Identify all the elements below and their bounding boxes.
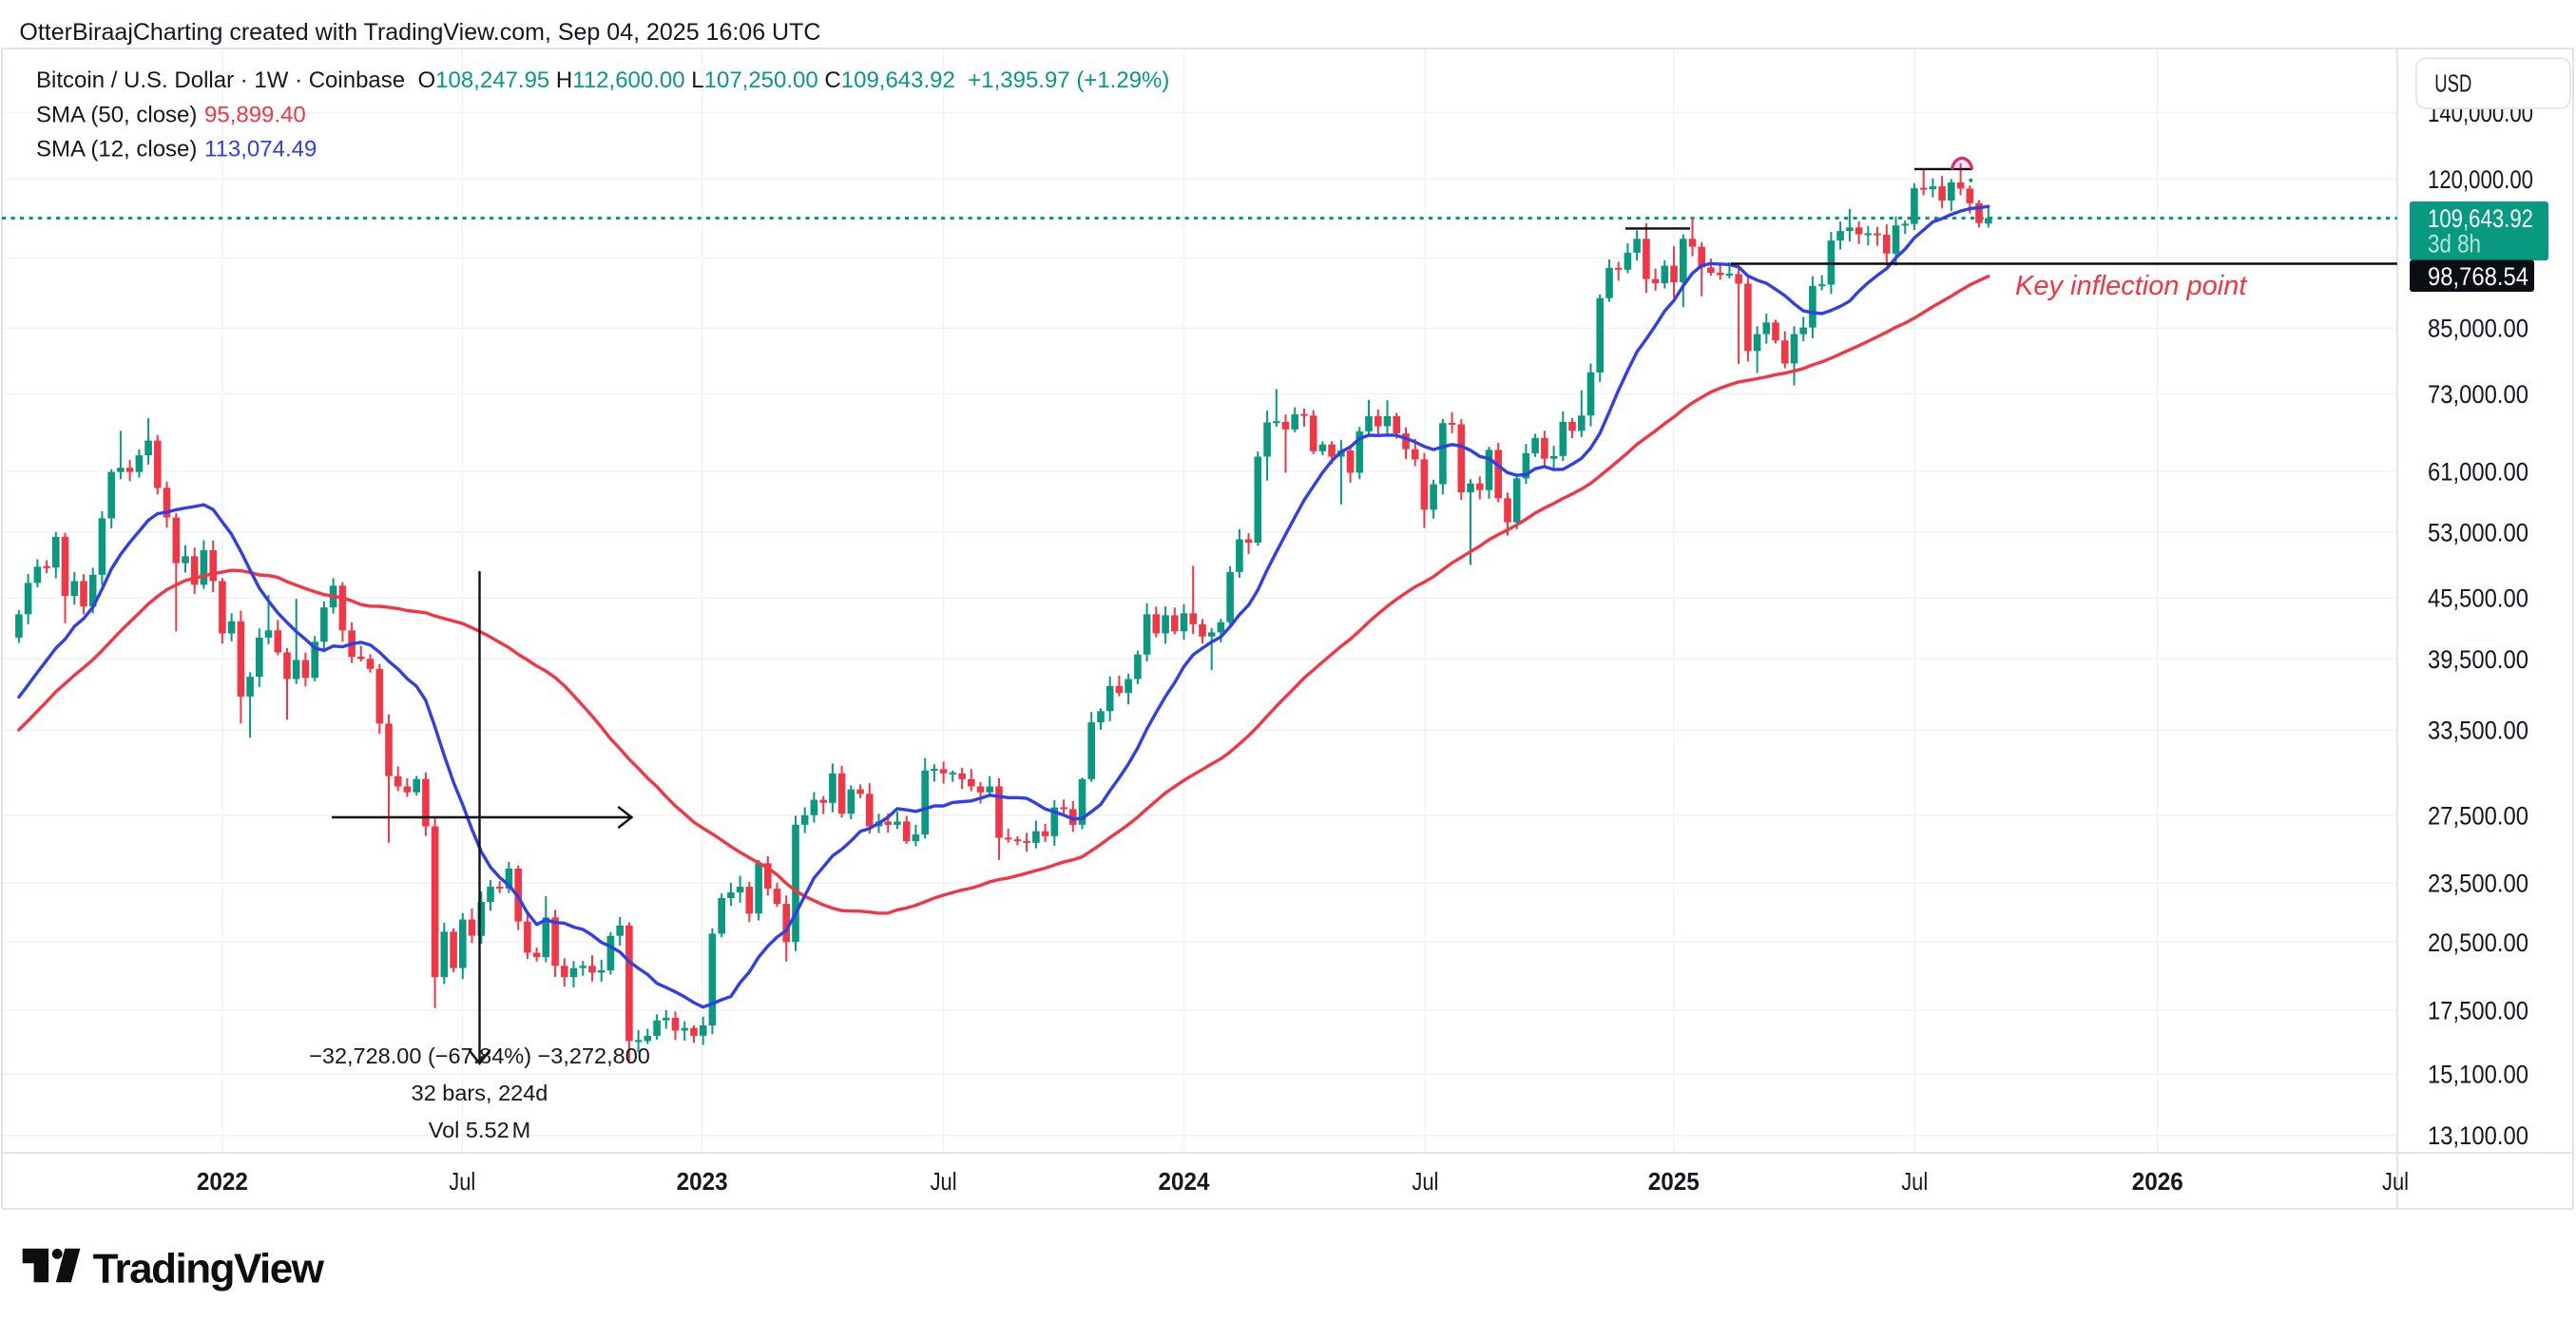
svg-text:2026: 2026 [2132, 1167, 2183, 1196]
svg-text:109,643.92: 109,643.92 [2428, 204, 2533, 233]
svg-text:2023: 2023 [677, 1167, 728, 1196]
svg-text:USD: USD [2434, 71, 2471, 98]
svg-text:85,000.00: 85,000.00 [2428, 315, 2528, 343]
svg-text:20,500.00: 20,500.00 [2428, 929, 2528, 957]
svg-text:TradingView: TradingView [93, 1245, 325, 1292]
svg-text:3d 8h: 3d 8h [2428, 230, 2481, 258]
svg-text:32 bars, 224d: 32 bars, 224d [412, 1081, 548, 1105]
svg-text:Vol 5.52M: Vol 5.52 M [429, 1118, 531, 1142]
svg-text:33,500.00: 33,500.00 [2428, 717, 2528, 745]
svg-text:Bitcoin / U.S. Dollar · 1W · C: Bitcoin / U.S. Dollar · 1W · Coinbase O1… [36, 67, 1169, 93]
svg-text:73,000.00: 73,000.00 [2428, 380, 2528, 409]
svg-text:61,000.00: 61,000.00 [2428, 457, 2528, 486]
svg-text:15,100.00: 15,100.00 [2428, 1061, 2528, 1089]
svg-text:2024: 2024 [1159, 1167, 1211, 1196]
svg-text:23,500.00: 23,500.00 [2428, 870, 2528, 898]
svg-text:13,100.00: 13,100.00 [2428, 1121, 2528, 1150]
svg-text:2025: 2025 [1648, 1167, 1700, 1196]
svg-text:17,500.00: 17,500.00 [2428, 997, 2528, 1025]
svg-text:OtterBiraajCharting created wi: OtterBiraajCharting created with Trading… [19, 19, 820, 46]
svg-text:53,000.00: 53,000.00 [2428, 518, 2528, 546]
svg-text:39,500.00: 39,500.00 [2428, 645, 2528, 674]
svg-text:27,500.00: 27,500.00 [2428, 801, 2528, 830]
svg-text:Jul: Jul [931, 1167, 957, 1196]
svg-text:−32,728.00 (−67.84%) −3,272,80: −32,728.00 (−67.84%) −3,272,800 [309, 1043, 650, 1068]
svg-text:Jul: Jul [1901, 1167, 1928, 1196]
svg-text:98,768.54: 98,768.54 [2428, 262, 2528, 291]
svg-text:Jul: Jul [449, 1167, 475, 1196]
svg-text:2022: 2022 [197, 1167, 248, 1196]
svg-text:Jul: Jul [2382, 1167, 2409, 1196]
svg-text:Jul: Jul [1412, 1167, 1438, 1196]
svg-text:SMA (50, close)95,899.40: SMA (50, close) 95,899.40 [36, 103, 306, 128]
svg-text:120,000.00: 120,000.00 [2428, 165, 2533, 194]
svg-text:Key inflection point: Key inflection point [2015, 271, 2248, 301]
svg-text:SMA (12, close)113,074.49: SMA (12, close) 113,074.49 [36, 137, 317, 163]
svg-text:45,500.00: 45,500.00 [2428, 584, 2528, 613]
